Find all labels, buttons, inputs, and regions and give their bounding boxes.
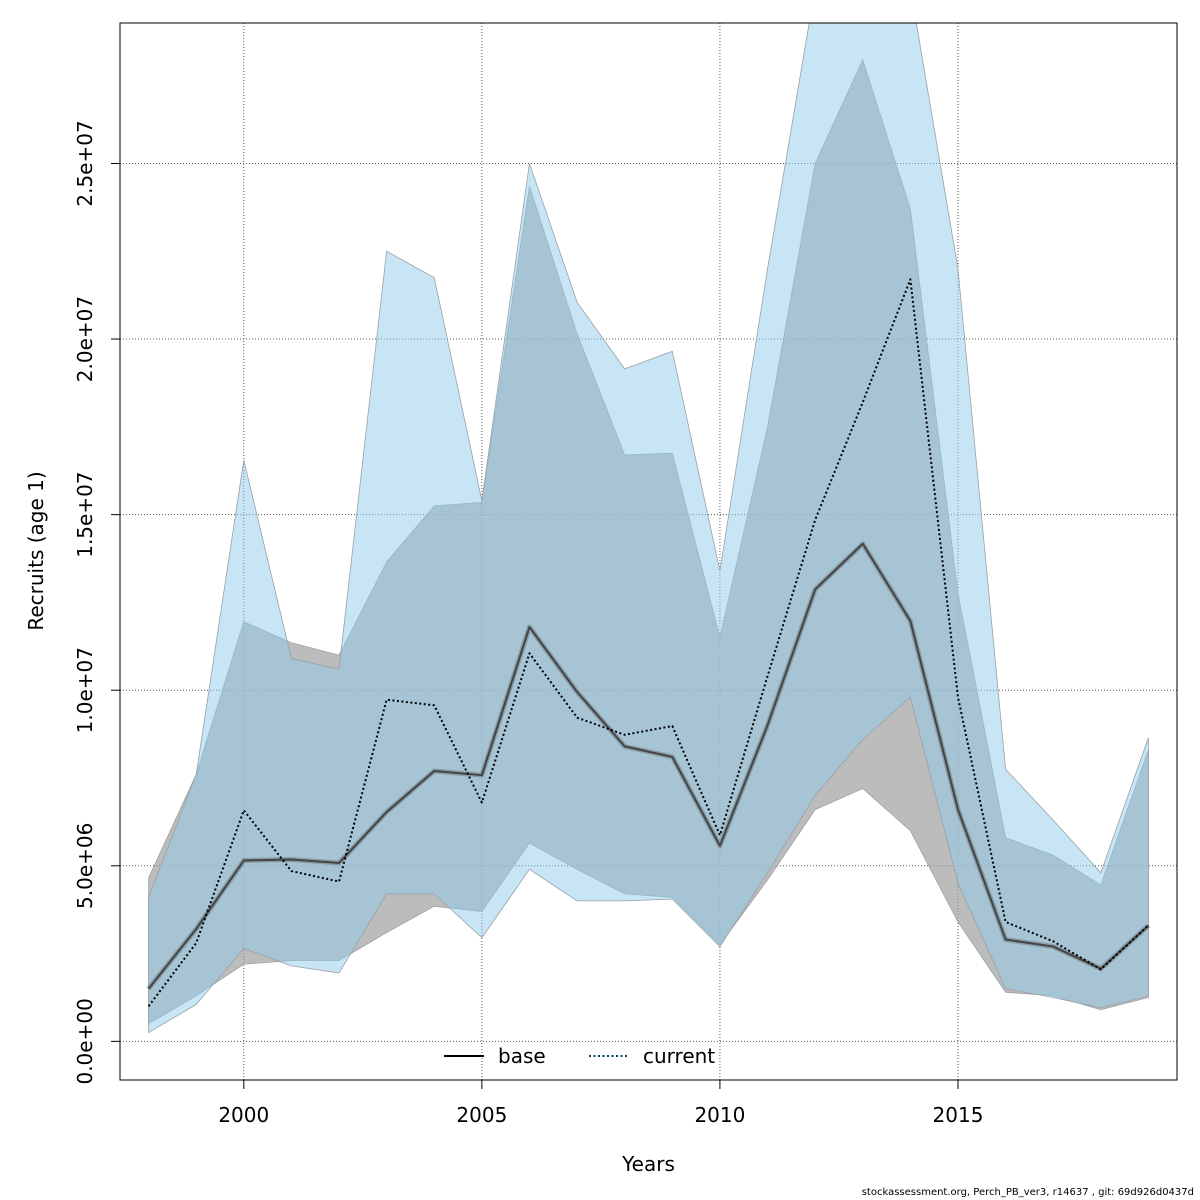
series-line-base [147, 542, 1150, 990]
y-tick-label: 2.0e+07 [73, 296, 97, 382]
x-tick-label: 2010 [694, 1103, 745, 1127]
series-lines [146, 278, 1151, 1007]
x-tick-label: 2015 [933, 1103, 984, 1127]
y-axis-title: Recruits (age 1) [24, 471, 48, 630]
y-tick-label: 0.0e+00 [73, 998, 97, 1084]
y-tick-label: 1.0e+07 [73, 647, 97, 733]
y-tick-label: 2.5e+07 [73, 120, 97, 206]
x-tick-label: 2005 [456, 1103, 507, 1127]
x-tick-label: 2000 [218, 1103, 269, 1127]
legend-label-base: base [498, 1044, 546, 1068]
footer-credit: stockassessment.org, Perch_PB_ver3, r146… [861, 1187, 1194, 1198]
axes: 2000 2005 2010 2015 0.0e+00 5.0e+06 1.0e+07 1.5… [73, 120, 983, 1127]
legend-label-current: current [643, 1044, 715, 1068]
plot-frame [119, 22, 1178, 1081]
y-tick-label: 5.0e+06 [73, 823, 97, 909]
confidence-bands [148, 23, 1149, 1034]
legend: base current [444, 1044, 715, 1068]
y-tick-label: 1.5e+07 [73, 471, 97, 557]
x-axis-title: Years [621, 1152, 675, 1176]
series-line-current [147, 278, 1150, 1007]
confidence-band-current [148, 23, 1149, 1034]
